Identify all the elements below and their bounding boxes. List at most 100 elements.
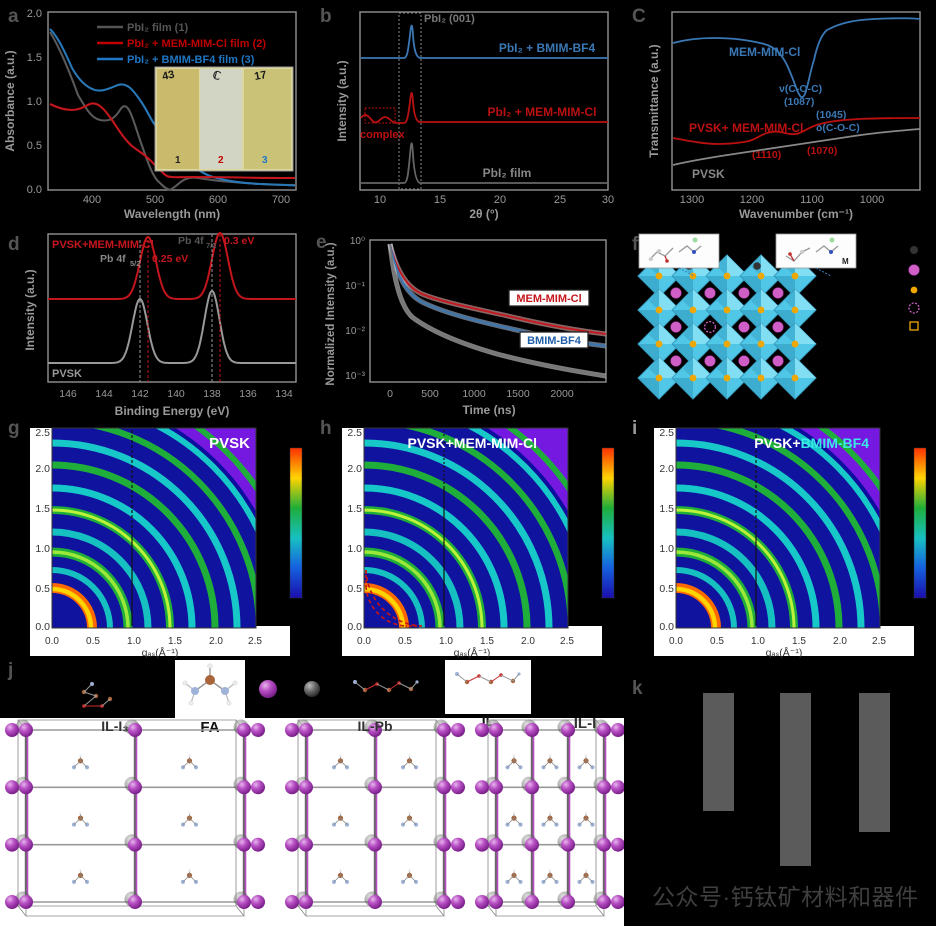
svg-text:qₐₛ(Å⁻¹): qₐₛ(Å⁻¹) — [454, 646, 491, 659]
svg-text:0.5: 0.5 — [347, 583, 362, 595]
svg-text:PbI₂ + MEM-MIM-Cl: PbI₂ + MEM-MIM-Cl — [488, 105, 597, 119]
svg-text:PbI₂ + BMIM-BF4 film (3): PbI₂ + BMIM-BF4 film (3) — [127, 54, 255, 66]
svg-text:500: 500 — [146, 194, 164, 206]
svg-text:0.0: 0.0 — [347, 621, 362, 633]
svg-text:qₐₛ(Å⁻¹): qₐₛ(Å⁻¹) — [142, 646, 179, 659]
svg-text:136: 136 — [239, 388, 257, 400]
svg-text:PVSK: PVSK — [209, 435, 250, 452]
svg-text:0.5: 0.5 — [27, 140, 42, 152]
svg-text:0.0: 0.0 — [659, 621, 674, 633]
svg-text:2.5: 2.5 — [560, 636, 574, 647]
svg-text:qₐₛ(Å⁻¹): qₐₛ(Å⁻¹) — [766, 646, 803, 659]
svg-text:Wavenumber (cm⁻¹): Wavenumber (cm⁻¹) — [739, 207, 853, 221]
svg-text:1000: 1000 — [462, 388, 486, 400]
svg-text:0: 0 — [387, 388, 393, 400]
svg-text:1200: 1200 — [740, 194, 764, 206]
svg-text:1000: 1000 — [860, 194, 884, 206]
svg-text:(1045): (1045) — [816, 109, 846, 121]
svg-text:1.0: 1.0 — [27, 96, 42, 108]
svg-text:(1070): (1070) — [807, 145, 837, 157]
svg-text:2.0: 2.0 — [347, 463, 362, 475]
svg-text:1: 1 — [175, 155, 181, 166]
svg-text:1.0: 1.0 — [127, 636, 141, 647]
svg-text:1.5: 1.5 — [27, 52, 42, 64]
svg-text:138: 138 — [203, 388, 221, 400]
svg-text:0.5: 0.5 — [35, 583, 50, 595]
svg-text:2: 2 — [218, 155, 224, 166]
svg-text:1.0: 1.0 — [439, 636, 453, 647]
svg-text:1.0: 1.0 — [347, 543, 362, 555]
svg-text:1.0: 1.0 — [35, 543, 50, 555]
svg-text:0.3 eV: 0.3 eV — [224, 235, 254, 247]
svg-text:Pb 4f: Pb 4f — [100, 253, 126, 265]
svg-text:PVSK+MEM-MIM-Cl: PVSK+MEM-MIM-Cl — [52, 239, 154, 251]
svg-text:2.5: 2.5 — [659, 427, 674, 439]
svg-text:Transmittance (a.u.): Transmittance (a.u.) — [647, 44, 661, 157]
svg-text:PbI₂ film: PbI₂ film — [483, 166, 532, 180]
svg-text:PVSK+ MEM-MIM-Cl: PVSK+ MEM-MIM-Cl — [689, 121, 803, 135]
svg-text:20: 20 — [494, 194, 506, 206]
svg-text:PbI₂ + BMIM-BF4: PbI₂ + BMIM-BF4 — [499, 41, 596, 55]
svg-text:0.5: 0.5 — [710, 636, 724, 647]
svg-text:2.5: 2.5 — [248, 636, 262, 647]
svg-text:Absorbance (a.u.): Absorbance (a.u.) — [3, 50, 17, 151]
svg-text:1.5: 1.5 — [480, 636, 494, 647]
svg-text:700: 700 — [272, 194, 290, 206]
svg-text:PVSK: PVSK — [52, 368, 82, 380]
svg-text:2.0: 2.0 — [209, 636, 223, 647]
svg-text:Normalized Intensity (a.u.): Normalized Intensity (a.u.) — [325, 242, 337, 385]
svg-text:146: 146 — [59, 388, 77, 400]
svg-text:1.0: 1.0 — [751, 636, 765, 647]
svg-text:10⁰: 10⁰ — [350, 236, 365, 247]
svg-text:PbI₂ film (1): PbI₂ film (1) — [127, 22, 188, 34]
svg-text:10⁻¹: 10⁻¹ — [345, 281, 365, 292]
svg-text:10: 10 — [374, 194, 386, 206]
svg-text:BMIM-BF4: BMIM-BF4 — [527, 335, 582, 347]
svg-text:0.5: 0.5 — [398, 636, 412, 647]
svg-text:1.5: 1.5 — [35, 503, 50, 515]
svg-text:2.0: 2.0 — [833, 636, 847, 647]
svg-text:0.0: 0.0 — [45, 636, 59, 647]
svg-text:30: 30 — [602, 194, 614, 206]
svg-text:0.5: 0.5 — [659, 583, 674, 595]
svg-text:500: 500 — [421, 388, 439, 400]
svg-text:1.5: 1.5 — [168, 636, 182, 647]
svg-text:2.5: 2.5 — [35, 427, 50, 439]
svg-text:2.0: 2.0 — [521, 636, 535, 647]
svg-text:0.5: 0.5 — [86, 636, 100, 647]
svg-text:3: 3 — [262, 155, 268, 166]
svg-text:0.0: 0.0 — [357, 636, 371, 647]
svg-text:140: 140 — [167, 388, 185, 400]
svg-text:600: 600 — [209, 194, 227, 206]
svg-text:Intensity (a.u.): Intensity (a.u.) — [335, 60, 349, 141]
svg-text:2θ (°): 2θ (°) — [469, 207, 498, 221]
svg-text:1.5: 1.5 — [659, 503, 674, 515]
svg-text:PVSK: PVSK — [692, 167, 725, 181]
svg-text:5/2: 5/2 — [130, 259, 140, 268]
svg-text:1300: 1300 — [680, 194, 704, 206]
svg-text:MEM-MIM-Cl: MEM-MIM-Cl — [729, 45, 800, 59]
svg-text:M: M — [842, 257, 849, 266]
svg-text:Wavelength (nm): Wavelength (nm) — [124, 207, 220, 221]
svg-text:2000: 2000 — [550, 388, 574, 400]
svg-text:2.5: 2.5 — [347, 427, 362, 439]
svg-text:134: 134 — [275, 388, 293, 400]
svg-text:Time (ns): Time (ns) — [462, 403, 515, 417]
svg-text:PbI₂ + MEM-MIM-Cl film (2): PbI₂ + MEM-MIM-Cl film (2) — [127, 38, 266, 50]
svg-text:Pb 4f: Pb 4f — [178, 235, 204, 247]
svg-text:1.0: 1.0 — [659, 543, 674, 555]
svg-text:15: 15 — [434, 194, 446, 206]
svg-text:10⁻³: 10⁻³ — [345, 371, 365, 382]
svg-text:2.0: 2.0 — [35, 463, 50, 475]
svg-text:0.0: 0.0 — [35, 621, 50, 633]
svg-text:0.0: 0.0 — [27, 184, 42, 196]
svg-text:0.25 eV: 0.25 eV — [152, 253, 188, 265]
svg-text:PVSK+BMIM-BF4: PVSK+BMIM-BF4 — [754, 435, 869, 451]
svg-text:17: 17 — [253, 69, 267, 83]
svg-text:1.5: 1.5 — [792, 636, 806, 647]
svg-text:7/2: 7/2 — [206, 241, 216, 250]
svg-text:PbI₂ (001): PbI₂ (001) — [424, 13, 475, 25]
svg-text:ν(C-O-C): ν(C-O-C) — [779, 83, 822, 95]
svg-text:2.0: 2.0 — [27, 8, 42, 20]
svg-text:Binding Energy (eV): Binding Energy (eV) — [115, 404, 230, 418]
